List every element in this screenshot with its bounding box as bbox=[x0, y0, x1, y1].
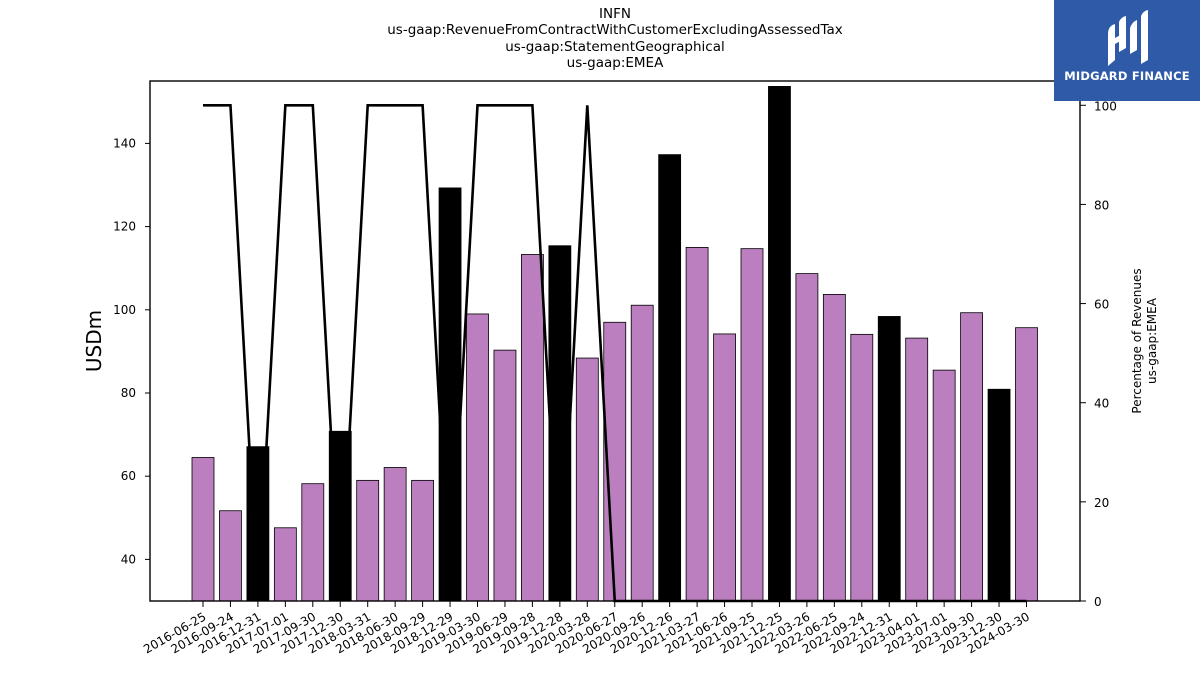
y2-tick-label: 20 bbox=[1094, 496, 1109, 510]
y2-axis-label-line-1: Percentage of Revenues bbox=[1130, 268, 1144, 413]
y-axis-left: 40 60 80 100 120 140 bbox=[113, 136, 150, 566]
y2-tick-label: 80 bbox=[1094, 198, 1109, 212]
y2-tick-label: 40 bbox=[1094, 397, 1109, 411]
y-axis-label: USDm bbox=[82, 310, 106, 372]
y2-axis-label-line-2: us-gaap:EMEA bbox=[1145, 297, 1159, 384]
bar-2017-09-30 bbox=[301, 483, 325, 602]
y-tick-label: 80 bbox=[121, 386, 136, 400]
bar-2023-04-01 bbox=[905, 337, 929, 602]
bar-2022-06-25 bbox=[822, 294, 846, 602]
bar-2024-03-30 bbox=[1015, 327, 1038, 602]
logo-mark-icon bbox=[1108, 10, 1148, 66]
bar-2020-09-26 bbox=[630, 304, 654, 602]
bar-2019-09-28 bbox=[521, 254, 544, 602]
title-line-ticker: INFN bbox=[599, 6, 631, 22]
y2-tick-label: 0 bbox=[1094, 595, 1102, 609]
y2-tick-label: 60 bbox=[1094, 298, 1109, 312]
bar-2019-03-30 bbox=[466, 313, 489, 602]
midgard-finance-logo: MIDGARD FINANCE bbox=[1054, 0, 1200, 101]
y-tick-label: 60 bbox=[121, 469, 136, 483]
chart-title: INFN us-gaap:RevenueFromContractWithCust… bbox=[150, 6, 1080, 71]
bar-2021-09-25 bbox=[740, 248, 764, 602]
title-line-member: us-gaap:EMEA bbox=[566, 54, 664, 71]
bar-2020-12-26 bbox=[658, 154, 682, 602]
bar-2019-12-28 bbox=[548, 245, 572, 602]
bar-2021-06-26 bbox=[713, 333, 736, 602]
bar-2017-07-01 bbox=[273, 527, 297, 602]
bar-2023-12-30 bbox=[987, 388, 1011, 602]
y-tick-label: 140 bbox=[113, 136, 136, 150]
y-tick-label: 120 bbox=[113, 220, 136, 234]
bar-2018-06-30 bbox=[383, 467, 407, 602]
bar-2019-06-29 bbox=[493, 349, 517, 602]
bar-2018-09-29 bbox=[411, 479, 435, 602]
title-line-statement: us-gaap:StatementGeographical bbox=[505, 38, 725, 55]
bar-2022-09-24 bbox=[850, 333, 874, 602]
logo-text: MIDGARD FINANCE bbox=[1064, 69, 1190, 83]
bar-2018-03-31 bbox=[356, 479, 380, 602]
bar-2022-03-26 bbox=[795, 273, 819, 602]
bar-series bbox=[191, 86, 1038, 602]
y-axis-right: 0 20 40 60 80 100 bbox=[1080, 99, 1117, 609]
y2-tick-label: 100 bbox=[1094, 99, 1117, 113]
bar-2020-03-28 bbox=[575, 357, 599, 602]
bar-2021-12-25 bbox=[768, 86, 791, 602]
x-axis: 2016-06-252016-09-242016-12-312017-07-01… bbox=[141, 601, 1032, 656]
bar-2022-12-31 bbox=[877, 316, 901, 602]
bar-2016-09-24 bbox=[219, 510, 242, 602]
bar-2023-09-30 bbox=[960, 312, 983, 602]
bar-2018-12-29 bbox=[438, 187, 462, 602]
bar-2023-07-01 bbox=[932, 369, 956, 602]
bar-2021-03-27 bbox=[685, 246, 709, 602]
bar-2016-06-25 bbox=[191, 457, 215, 602]
y-tick-label: 100 bbox=[113, 303, 136, 317]
y-tick-label: 40 bbox=[121, 552, 136, 566]
title-line-concept: us-gaap:RevenueFromContractWithCustomerE… bbox=[387, 22, 843, 39]
